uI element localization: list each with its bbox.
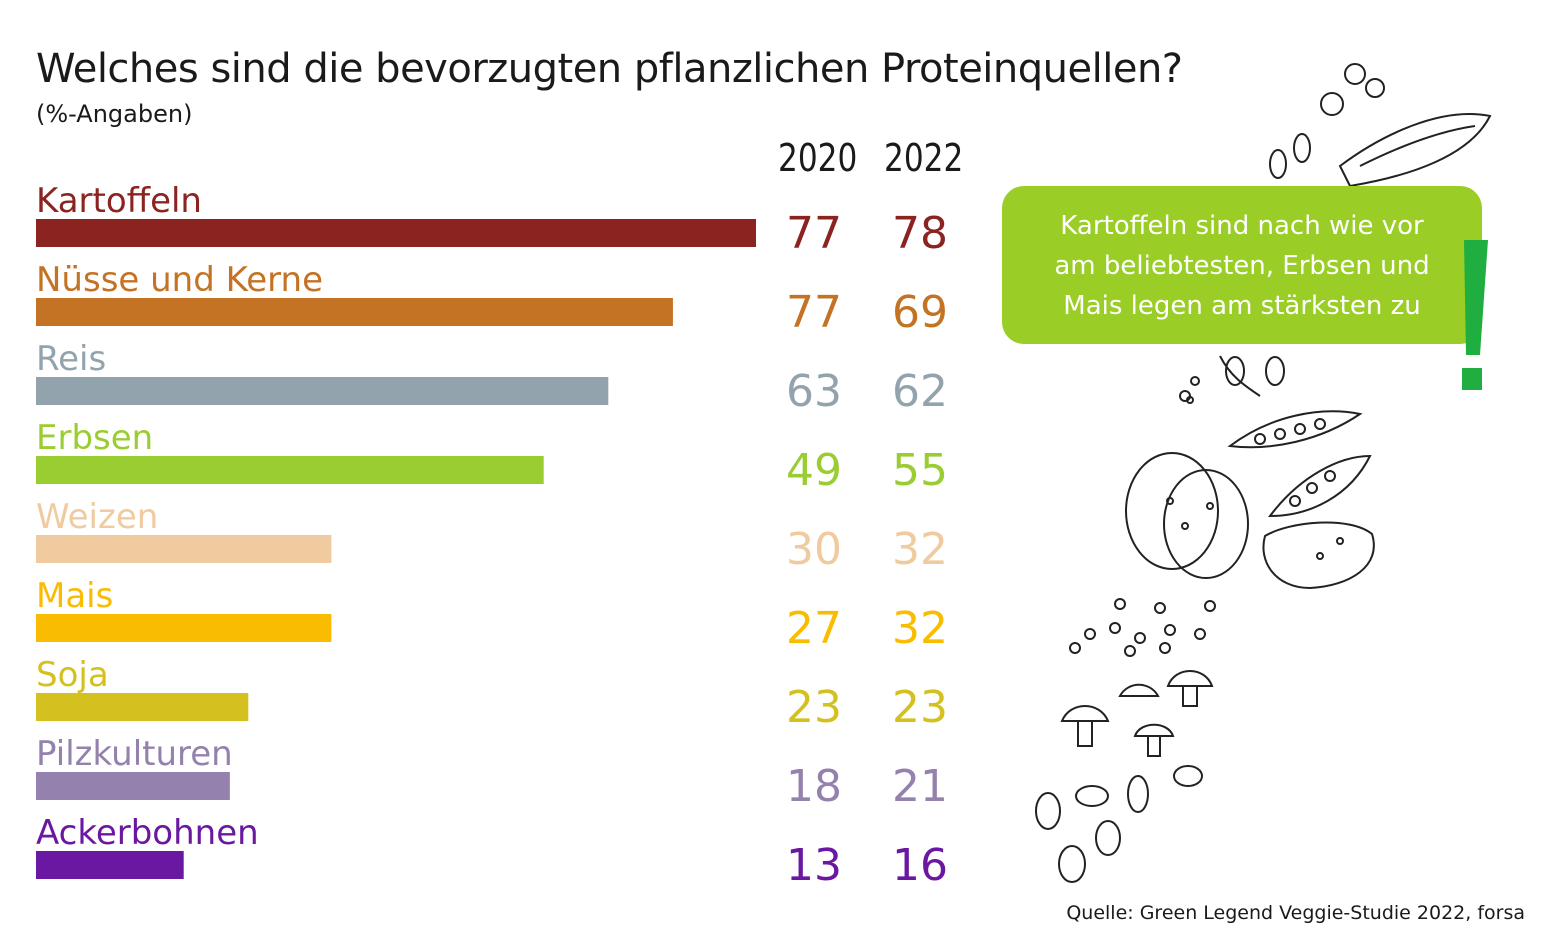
value-label-2020: 30 <box>786 524 842 575</box>
year-header-2020: 2020 <box>778 136 858 180</box>
value-label-2022: 23 <box>892 682 948 733</box>
callout-line: Mais legen am stärksten zu <box>1063 291 1421 321</box>
bar <box>36 456 544 484</box>
category-label: Kartoffeln <box>36 181 202 221</box>
bar <box>36 614 332 642</box>
value-label-2020: 77 <box>786 287 842 338</box>
bar-chart: Kartoffeln 77 78 Nüsse und Kerne 77 69 Reis 63 6… <box>36 181 948 891</box>
category-label: Erbsen <box>36 418 153 458</box>
value-label-2022: 55 <box>892 445 948 496</box>
value-label-2022: 16 <box>892 840 948 891</box>
bar <box>36 772 230 800</box>
value-label-2020: 18 <box>786 761 842 812</box>
category-label: Ackerbohnen <box>36 813 259 853</box>
chart-subtitle: (%-Angaben) <box>36 100 193 128</box>
bar <box>36 693 249 721</box>
bar <box>36 377 609 405</box>
bar <box>36 851 184 879</box>
category-label: Soja <box>36 655 109 695</box>
value-label-2022: 69 <box>892 287 948 338</box>
value-label-2020: 63 <box>786 366 842 417</box>
category-label: Mais <box>36 576 113 616</box>
callout-box <box>1002 186 1482 344</box>
callout-line: Kartoffeln sind nach wie vor <box>1060 211 1424 241</box>
source-note: Quelle: Green Legend Veggie-Studie 2022,… <box>1066 902 1525 924</box>
value-label-2020: 23 <box>786 682 842 733</box>
vegetable-sketch-illustration <box>1035 63 1492 883</box>
value-label-2020: 27 <box>786 603 842 654</box>
chart-title: Welches sind die bevorzugten pflanzliche… <box>36 46 1183 92</box>
category-label: Pilzkulturen <box>36 734 233 774</box>
value-label-2022: 78 <box>892 208 948 259</box>
value-label-2022: 32 <box>892 524 948 575</box>
category-label: Nüsse und Kerne <box>36 260 323 300</box>
bar <box>36 219 756 247</box>
value-label-2020: 77 <box>786 208 842 259</box>
bar <box>36 535 332 563</box>
callout-line: am beliebtesten, Erbsen und <box>1054 251 1430 281</box>
category-label: Reis <box>36 339 106 379</box>
value-label-2022: 21 <box>892 761 948 812</box>
exclamation-icon <box>1462 240 1488 390</box>
category-label: Weizen <box>36 497 158 537</box>
year-header-2022: 2022 <box>884 136 964 180</box>
value-label-2022: 32 <box>892 603 948 654</box>
value-label-2022: 62 <box>892 366 948 417</box>
corn-icon <box>1338 113 1492 188</box>
value-label-2020: 13 <box>786 840 842 891</box>
bar <box>36 298 673 326</box>
value-label-2020: 49 <box>786 445 842 496</box>
callout-text: Kartoffeln sind nach wie vor am beliebte… <box>1002 206 1482 326</box>
